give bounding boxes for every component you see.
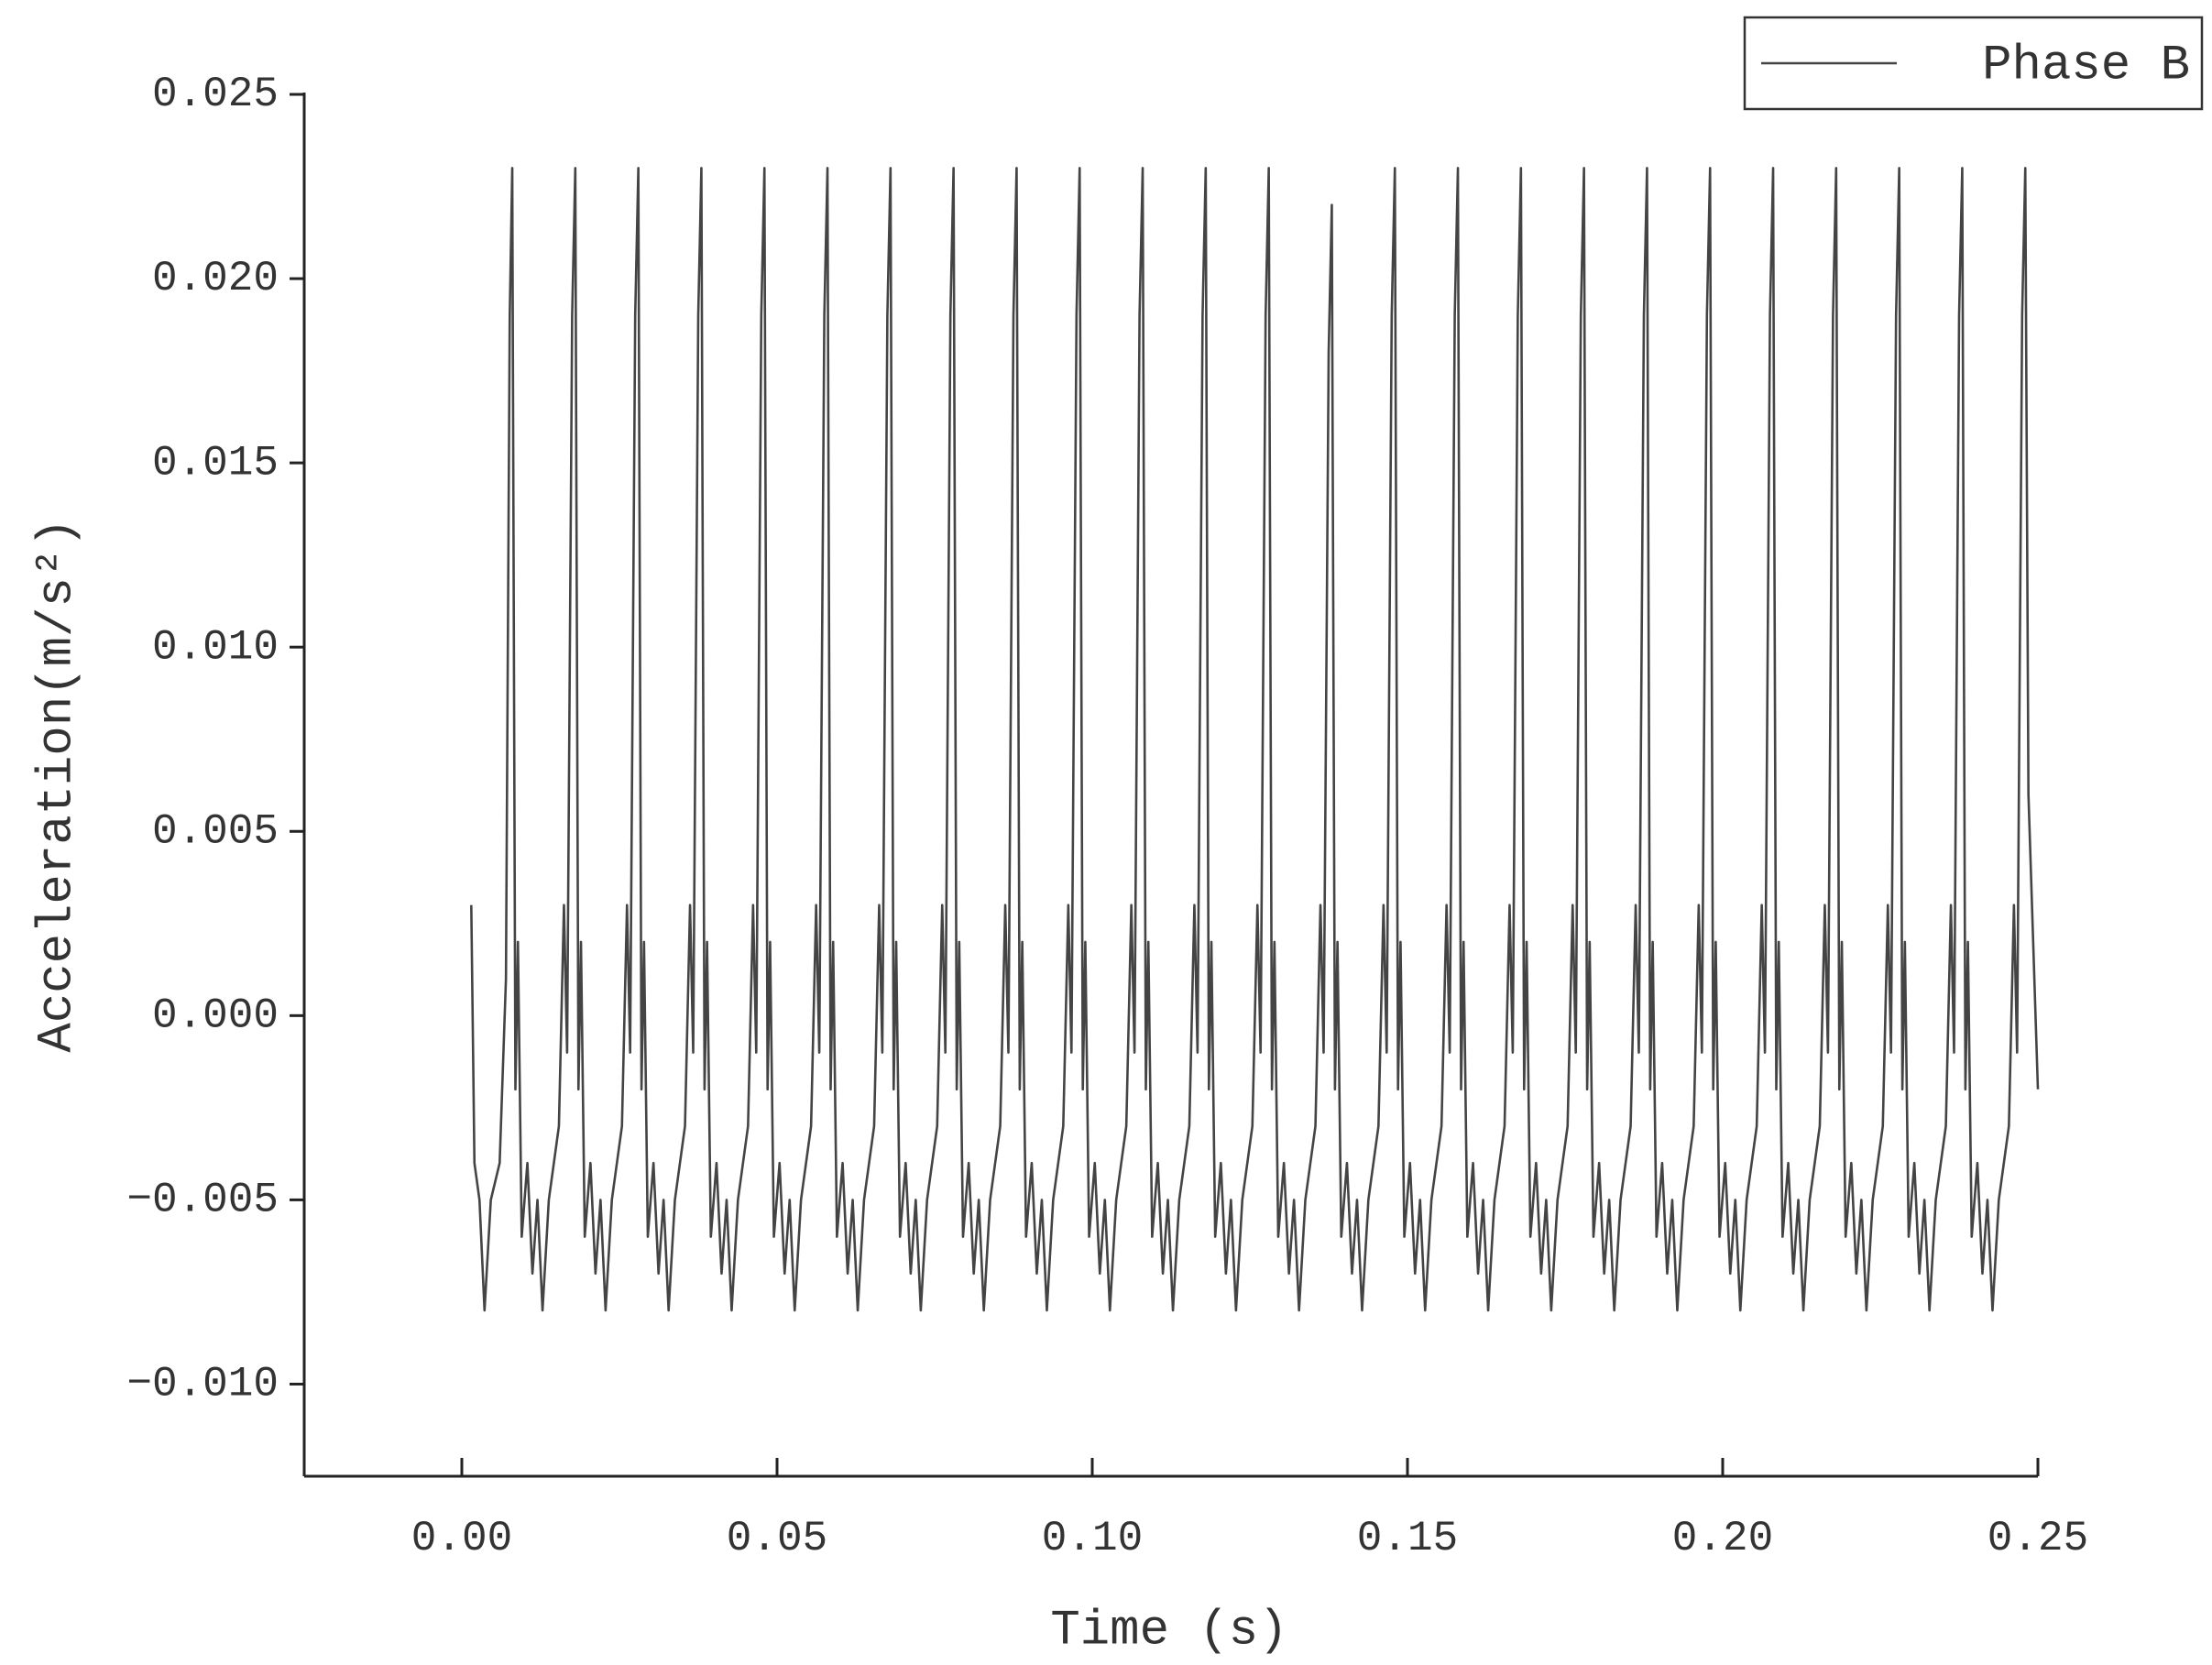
x-tick-label: 0.20 [1672, 1515, 1773, 1562]
y-tick-label: 0.000 [152, 991, 279, 1039]
y-tick-label: 0.025 [152, 71, 279, 118]
y-tick-label: 0.005 [152, 807, 279, 855]
series-line [470, 167, 2040, 1312]
x-tick-label: 0.05 [727, 1515, 827, 1562]
y-tick-label: 0.020 [152, 255, 279, 302]
x-tick-label: 0.10 [1042, 1515, 1143, 1562]
y-tick-label: 0.010 [152, 623, 279, 671]
x-axis-title: Time (s) [1050, 1603, 1287, 1659]
x-tick-label: 0.25 [1988, 1515, 2088, 1562]
y-axis-title: Acceleration(m/s²) [29, 518, 85, 1052]
y-tick-label: −0.005 [126, 1177, 279, 1224]
legend-label: Phase B [1982, 38, 2190, 93]
x-tick-label: 0.00 [411, 1515, 512, 1562]
y-tick-label: −0.010 [126, 1361, 279, 1408]
y-tick-label: 0.015 [152, 439, 279, 487]
x-tick-label: 0.15 [1357, 1515, 1458, 1562]
